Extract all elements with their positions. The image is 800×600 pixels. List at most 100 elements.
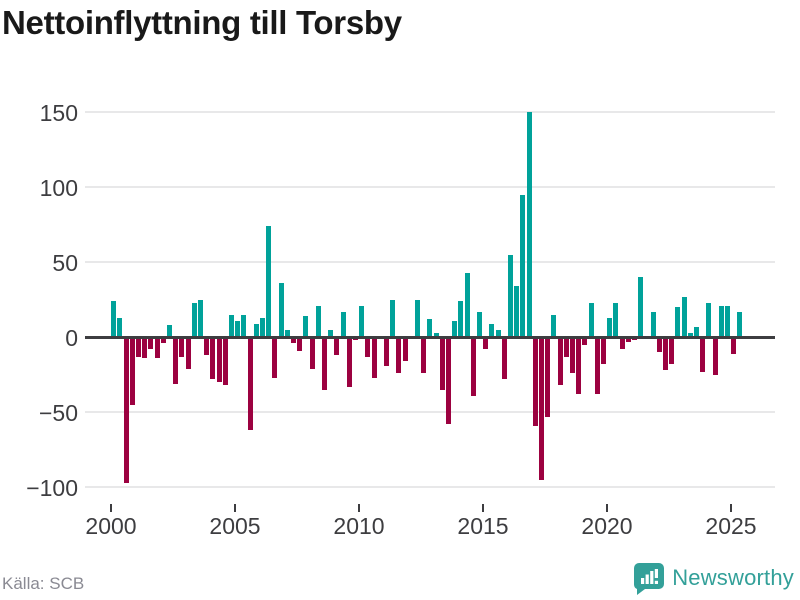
bar-2009-Q4 — [352, 337, 358, 340]
x-tick-label-2010: 2010 — [333, 513, 385, 539]
bar-2005-Q1 — [235, 320, 241, 337]
gridline--50 — [85, 411, 775, 413]
bar-2016-Q3 — [520, 194, 526, 337]
x-tick-2015 — [482, 504, 484, 512]
bar-2003-Q4 — [204, 337, 210, 355]
bar-2008-Q3 — [321, 337, 327, 390]
bar-2001-Q3 — [148, 337, 154, 349]
x-tick-2000 — [110, 504, 112, 512]
newsworthy-wordmark: Newsworthy — [672, 565, 794, 590]
bar-2007-Q4 — [303, 316, 309, 337]
bar-2007-Q1 — [284, 329, 290, 337]
bar-2016-Q1 — [507, 254, 513, 337]
bar-2012-Q3 — [421, 337, 427, 373]
bar-2003-Q2 — [191, 302, 197, 337]
bar-2003-Q3 — [197, 299, 203, 337]
bar-2023-Q2 — [687, 332, 693, 337]
bar-2020-Q4 — [625, 337, 631, 342]
source-caption: Källa: SCB — [2, 574, 85, 593]
x-tick-label-2005: 2005 — [209, 513, 261, 539]
y-tick-label-100: 100 — [39, 175, 78, 201]
bar-2000-Q2 — [117, 317, 123, 337]
y-tick-label-0: 0 — [65, 325, 78, 351]
bar-2010-Q2 — [365, 337, 371, 357]
bar-2011-Q1 — [383, 337, 389, 366]
x-tick-label-2020: 2020 — [581, 513, 633, 539]
bar-2012-Q2 — [414, 299, 420, 337]
x-tick-label-2015: 2015 — [457, 513, 509, 539]
bar-2002-Q2 — [166, 325, 172, 337]
bar-2000-Q3 — [123, 337, 129, 483]
bar-2015-Q1 — [483, 337, 489, 349]
bar-2013-Q2 — [439, 337, 445, 390]
bar-2004-Q2 — [216, 337, 222, 382]
bar-2023-Q4 — [700, 337, 706, 372]
y-tick-label--50: −50 — [38, 400, 78, 426]
bar-2020-Q1 — [607, 317, 613, 337]
bar-2013-Q4 — [452, 320, 458, 337]
x-tick-2025 — [730, 504, 732, 512]
bar-2023-Q3 — [693, 326, 699, 337]
bar-2015-Q3 — [495, 329, 501, 337]
bar-2020-Q2 — [613, 302, 619, 337]
bar-2024-Q1 — [706, 302, 712, 337]
bar-2006-Q2 — [266, 226, 272, 337]
x-tick-2005 — [234, 504, 236, 512]
bar-2022-Q4 — [675, 307, 681, 337]
bar-2007-Q3 — [297, 337, 303, 351]
bar-2020-Q3 — [619, 337, 625, 349]
bar-2004-Q3 — [222, 337, 228, 385]
bar-2006-Q3 — [272, 337, 278, 378]
gridline--100 — [85, 486, 775, 488]
bar-2024-Q2 — [712, 337, 718, 375]
bar-2022-Q2 — [662, 337, 668, 370]
bar-2007-Q2 — [290, 337, 296, 343]
bar-2016-Q4 — [526, 112, 532, 337]
bar-2022-Q3 — [669, 337, 675, 364]
bar-2021-Q1 — [631, 337, 637, 340]
bar-2008-Q2 — [315, 305, 321, 337]
bar-2024-Q3 — [718, 305, 724, 337]
y-tick-label-50: 50 — [52, 250, 78, 276]
gridline-50 — [85, 261, 775, 263]
newsworthy-logo[interactable]: Newsworthy — [633, 561, 794, 595]
bar-2001-Q4 — [154, 337, 160, 358]
bar-2009-Q2 — [340, 311, 346, 337]
bar-2023-Q1 — [681, 296, 687, 337]
bar-2012-Q4 — [427, 319, 433, 337]
bar-2017-Q1 — [532, 337, 538, 426]
bar-2017-Q4 — [551, 314, 557, 337]
bar-2025-Q2 — [737, 311, 743, 337]
bar-2010-Q1 — [359, 305, 365, 337]
y-tick-label-150: 150 — [39, 100, 78, 126]
bar-2005-Q3 — [247, 337, 253, 430]
bar-2004-Q4 — [228, 314, 234, 337]
bar-2015-Q2 — [489, 323, 495, 337]
bar-2002-Q3 — [173, 337, 179, 384]
bar-2015-Q4 — [501, 337, 507, 379]
bar-2019-Q2 — [588, 302, 594, 337]
bar-2003-Q1 — [185, 337, 191, 369]
bar-2021-Q2 — [638, 277, 644, 337]
zero-axis-line — [85, 335, 775, 339]
x-tick-2010 — [358, 504, 360, 512]
bar-2016-Q2 — [514, 286, 520, 337]
bar-2018-Q3 — [569, 337, 575, 373]
bar-2004-Q1 — [210, 337, 216, 379]
bar-2024-Q4 — [724, 305, 730, 337]
bar-2014-Q4 — [476, 311, 482, 337]
bar-2008-Q1 — [309, 337, 315, 369]
bar-2010-Q3 — [371, 337, 377, 378]
bar-2021-Q4 — [650, 311, 656, 337]
bar-2017-Q2 — [538, 337, 544, 480]
bar-2019-Q3 — [594, 337, 600, 394]
bar-2005-Q2 — [241, 314, 247, 337]
bar-2005-Q4 — [253, 323, 259, 337]
bar-2009-Q1 — [334, 337, 340, 355]
bar-2002-Q4 — [179, 337, 185, 357]
bar-2011-Q3 — [396, 337, 402, 373]
x-tick-2020 — [606, 504, 608, 512]
x-tick-label-2025: 2025 — [705, 513, 757, 539]
bar-2000-Q1 — [111, 301, 117, 337]
